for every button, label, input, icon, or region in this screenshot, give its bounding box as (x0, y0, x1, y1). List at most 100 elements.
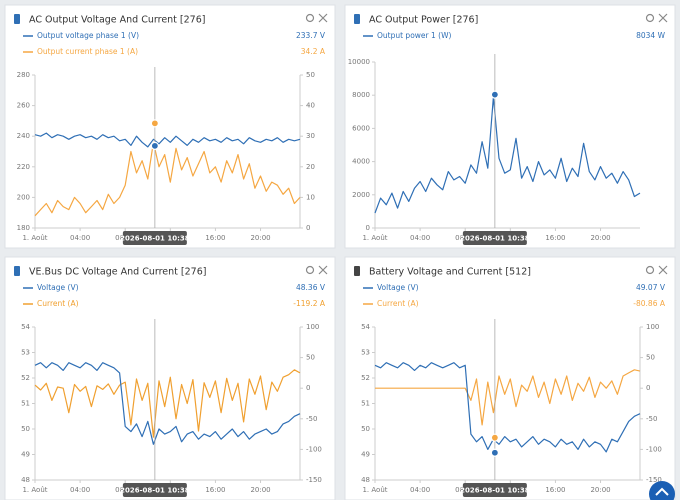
panel-icon (354, 266, 360, 276)
y-tick-label: 48 (21, 476, 30, 484)
y-tick-label: 50 (21, 425, 30, 433)
expand-button[interactable] (318, 265, 328, 275)
legend-reading: 48.36 V (296, 283, 326, 292)
y-tick-label: 48 (361, 476, 370, 484)
legend-reading: 49.07 V (636, 283, 666, 292)
hover-marker (490, 90, 499, 99)
y-tick-label: 0 (366, 224, 370, 232)
hover-tooltip-label: 2026-08-01 10:38 (460, 235, 530, 243)
y-tick-label: 200 (17, 193, 30, 201)
expand-button[interactable] (318, 13, 328, 23)
panel-icon (14, 266, 20, 276)
series-line (374, 362, 641, 453)
y-tick-label: 54 (361, 323, 370, 331)
hover-tooltip (462, 483, 527, 497)
y-tick-label: 6000 (352, 124, 370, 132)
series-line (34, 141, 301, 217)
y-tick-label: 260 (17, 102, 30, 110)
series-line (34, 369, 301, 438)
x-tick-label: 16:00 (545, 486, 565, 494)
y-tick-label: 2000 (352, 191, 370, 199)
legend-label[interactable]: Output current phase 1 (A) (37, 47, 138, 56)
y2-tick-label: -50 (306, 415, 317, 423)
x-tick-label: 04:00 (70, 234, 90, 242)
expand-button[interactable] (658, 13, 668, 23)
legend-label[interactable]: Current (A) (377, 299, 419, 308)
y-tick-label: 51 (21, 400, 30, 408)
y2-tick-label: -150 (306, 476, 322, 484)
settings-button[interactable] (645, 265, 655, 275)
panel-title: AC Output Power [276] (369, 15, 478, 26)
legend-label[interactable]: Current (A) (37, 299, 79, 308)
x-tick-label: 16:00 (205, 486, 225, 494)
legend-label[interactable]: Voltage (V) (37, 283, 79, 292)
x-tick-label: 04:00 (410, 234, 430, 242)
y-tick-label: 280 (17, 71, 30, 79)
x-tick-label: 04:00 (70, 486, 90, 494)
hover-tooltip-label: 2026-08-01 10:38 (120, 235, 190, 243)
y2-tick-label: 50 (306, 354, 315, 362)
y2-tick-label: -150 (646, 476, 662, 484)
y-tick-label: 51 (361, 400, 370, 408)
y-tick-label: 49 (21, 451, 30, 459)
settings-button[interactable] (305, 265, 315, 275)
y2-tick-label: 10 (306, 193, 315, 201)
series-line (374, 96, 641, 214)
legend-reading: 8034 W (636, 31, 665, 40)
expand-button[interactable] (658, 265, 668, 275)
x-tick-label: 1. Août (22, 234, 47, 242)
settings-button[interactable] (645, 13, 655, 23)
panel-title: AC Output Voltage And Current [276] (29, 15, 205, 26)
panel-card (4, 4, 336, 249)
hover-tooltip (122, 483, 187, 497)
x-tick-label: 04:00 (410, 486, 430, 494)
panel-card (344, 4, 676, 249)
x-tick-label: 20:00 (250, 486, 270, 494)
y2-tick-label: 50 (646, 354, 655, 362)
x-tick-label: 1. Août (22, 486, 47, 494)
scroll-top-arrow (655, 487, 669, 496)
y-tick-label: 53 (361, 349, 370, 357)
x-tick-label: 20:00 (590, 486, 610, 494)
y-tick-label: 10000 (348, 58, 370, 66)
hover-marker (490, 433, 499, 442)
legend-label[interactable]: Output voltage phase 1 (V) (37, 31, 139, 40)
y2-tick-label: 0 (646, 384, 650, 392)
y-tick-label: 4000 (352, 158, 370, 166)
hover-marker (490, 448, 499, 457)
y2-tick-label: -100 (646, 445, 662, 453)
hover-tooltip (462, 231, 527, 245)
legend-reading: -80.86 A (633, 299, 666, 308)
legend-reading: -119.2 A (293, 299, 326, 308)
y2-tick-label: 0 (306, 224, 310, 232)
hover-marker (150, 141, 159, 150)
panel-icon (354, 14, 360, 24)
legend-label[interactable]: Output power 1 (W) (377, 31, 451, 40)
legend-reading: 34.2 A (301, 47, 326, 56)
panel-title: Battery Voltage and Current [512] (369, 267, 531, 278)
hover-tooltip-label: 2026-08-01 10:38 (460, 487, 530, 495)
y-tick-label: 54 (21, 323, 30, 331)
y-tick-label: 49 (361, 451, 370, 459)
y-tick-label: 240 (17, 132, 30, 140)
series-line (34, 362, 301, 445)
y2-tick-label: 40 (306, 102, 315, 110)
y-tick-label: 52 (361, 374, 370, 382)
x-tick-label: 16:00 (205, 234, 225, 242)
y2-tick-label: 100 (306, 323, 319, 331)
hover-marker (150, 119, 159, 128)
settings-button[interactable] (305, 13, 315, 23)
legend-reading: 233.7 V (296, 31, 326, 40)
panel-icon (14, 14, 20, 24)
y2-tick-label: 30 (306, 132, 315, 140)
x-tick-label: 1. Août (362, 234, 387, 242)
legend-label[interactable]: Voltage (V) (377, 283, 419, 292)
hover-tooltip (122, 231, 187, 245)
hover-tooltip-label: 2026-08-01 10:38 (120, 487, 190, 495)
scroll-top-button[interactable] (649, 481, 675, 500)
y-tick-label: 220 (17, 163, 30, 171)
y2-tick-label: -50 (646, 415, 657, 423)
panel-title: VE.Bus DC Voltage And Current [276] (29, 267, 206, 278)
panel: Battery Voltage and Current [512] Voltage… (344, 256, 676, 500)
